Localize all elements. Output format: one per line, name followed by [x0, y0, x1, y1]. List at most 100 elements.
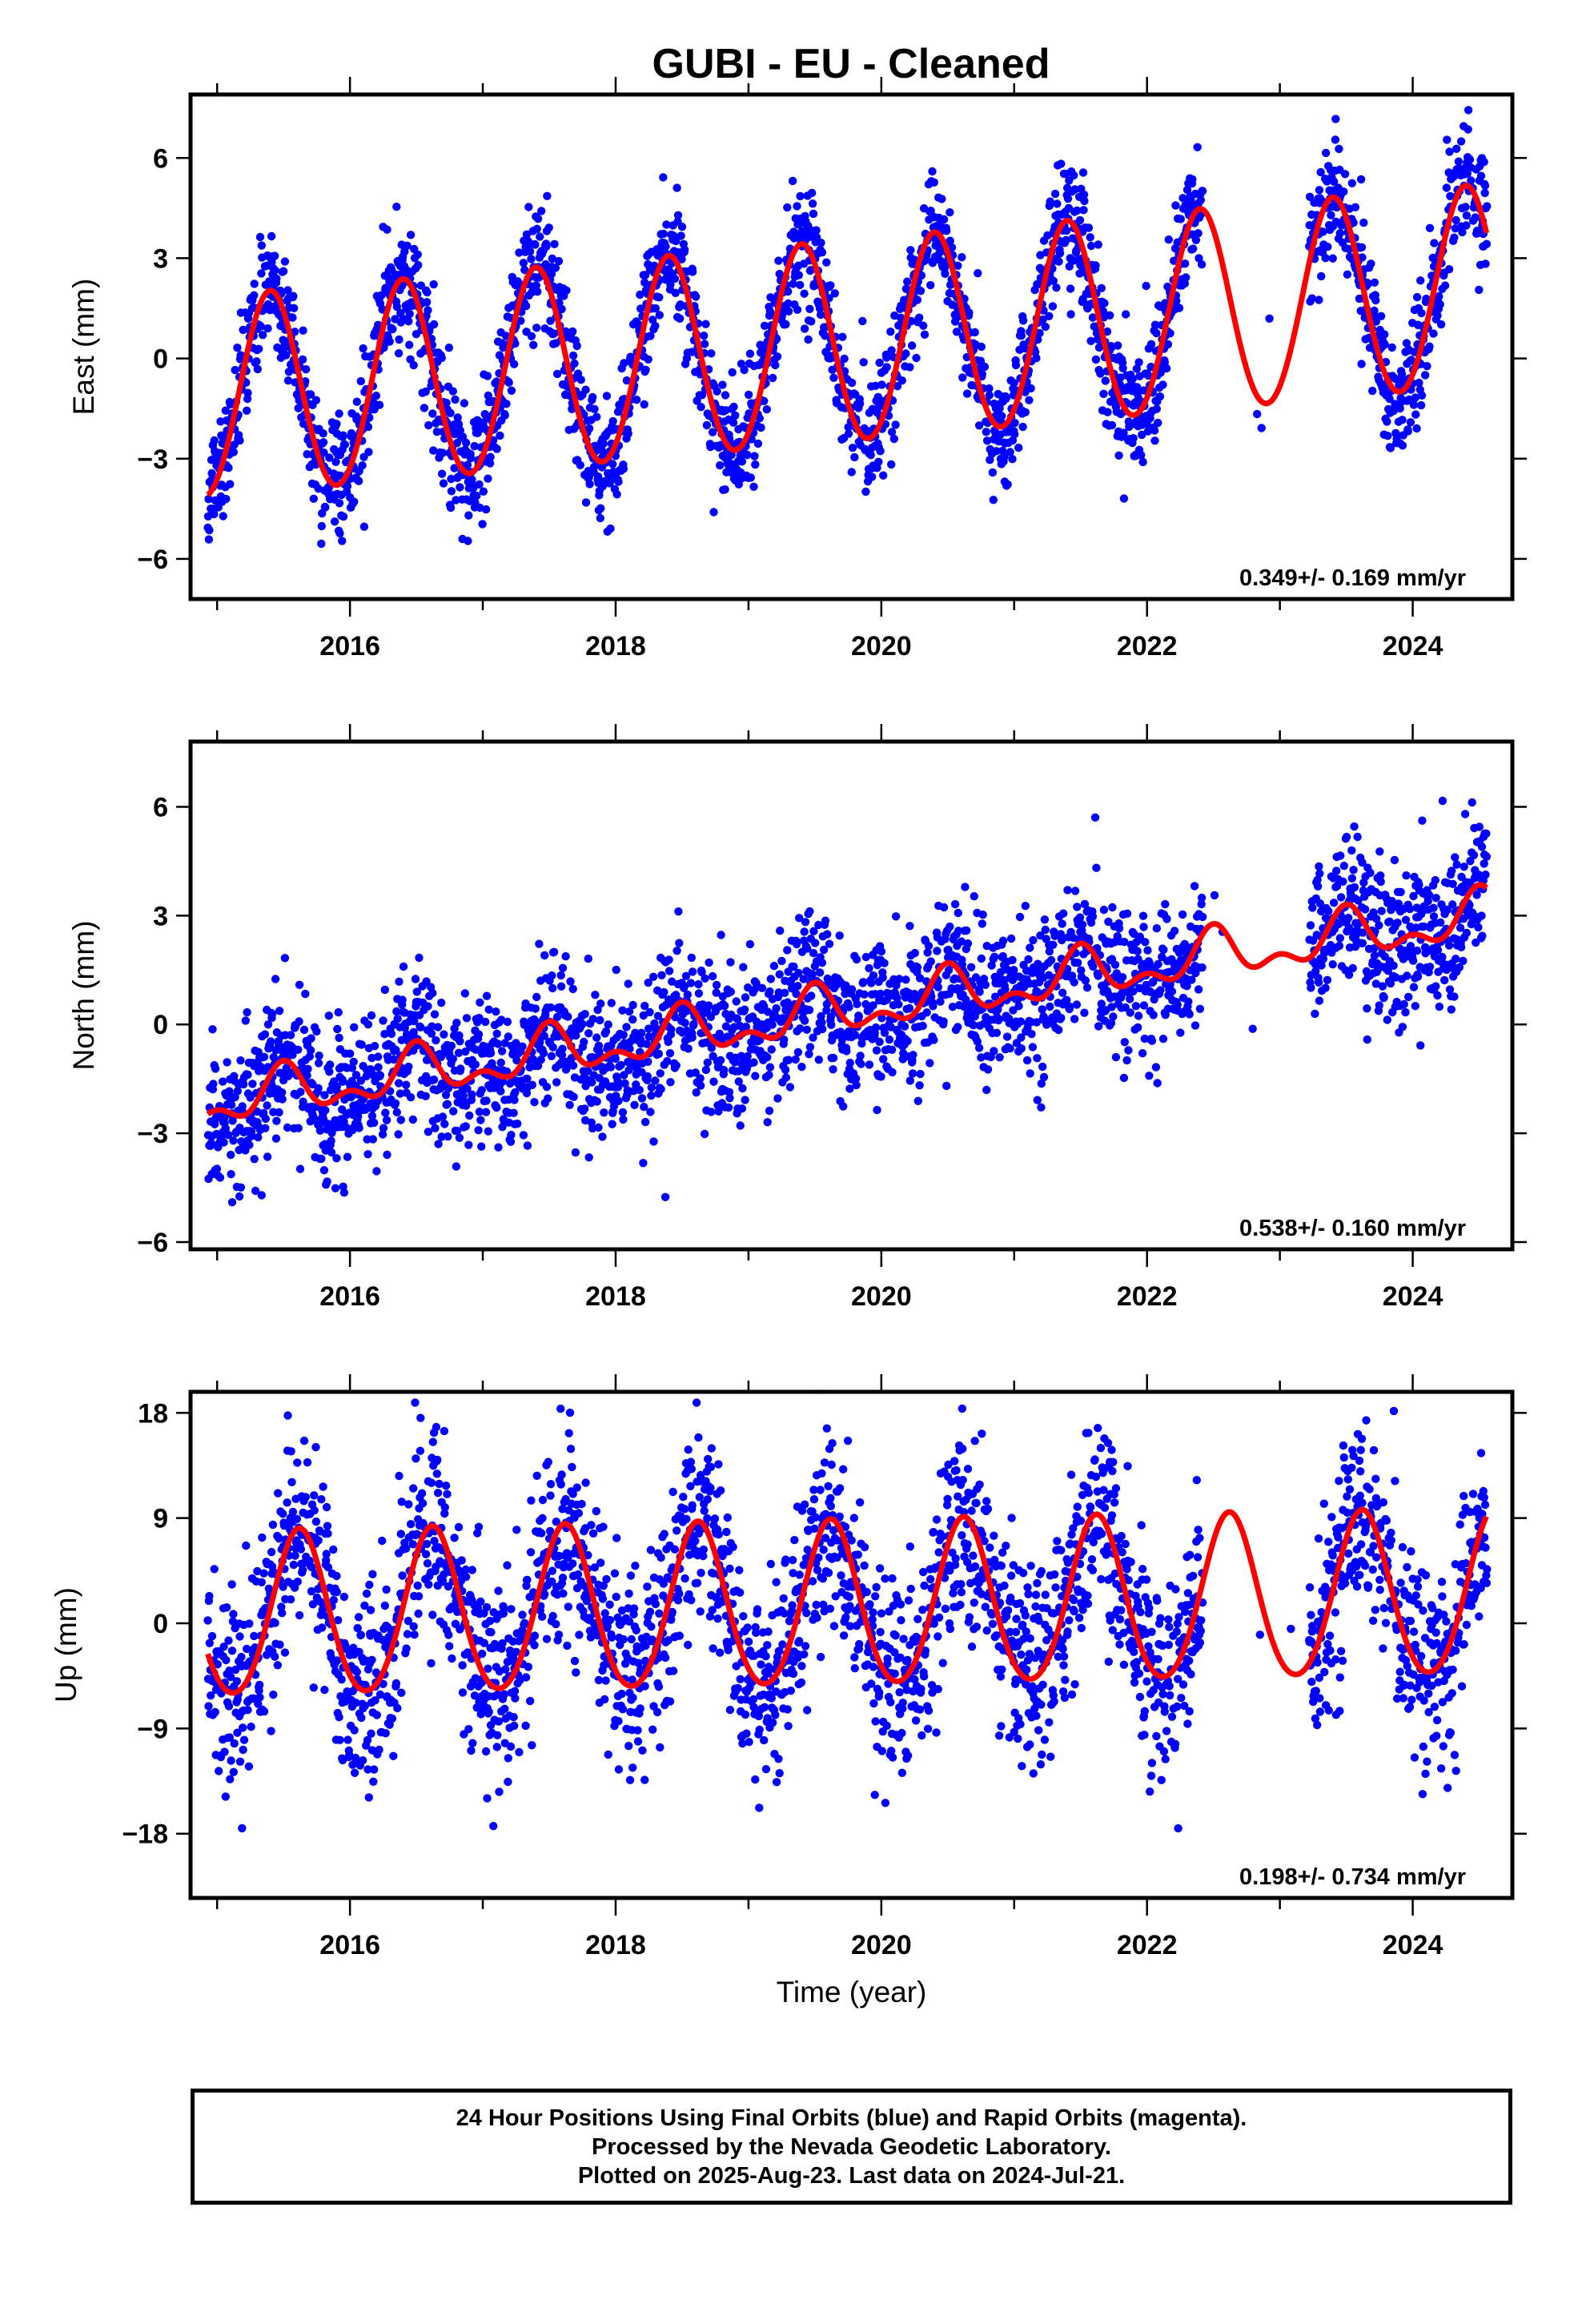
data-point — [212, 1164, 222, 1173]
data-point — [907, 341, 917, 350]
data-point — [475, 1108, 484, 1116]
data-point — [596, 504, 605, 513]
data-point — [1463, 169, 1472, 178]
data-point — [1358, 253, 1367, 262]
data-point — [918, 1021, 927, 1031]
data-point — [934, 983, 943, 991]
data-point — [765, 1071, 773, 1080]
data-point — [302, 365, 311, 374]
data-point — [661, 242, 670, 251]
data-point — [1003, 480, 1012, 489]
data-point — [275, 1108, 283, 1117]
data-point — [651, 1076, 660, 1085]
x-tick-label: 2024 — [1383, 631, 1443, 661]
data-point — [1014, 1002, 1023, 1011]
data-point — [666, 280, 675, 289]
data-point — [513, 1120, 522, 1128]
data-point — [930, 1035, 938, 1044]
data-point — [406, 231, 416, 239]
data-point — [1080, 196, 1089, 206]
data-point — [453, 1127, 462, 1136]
data-point — [317, 1154, 326, 1164]
data-point — [1025, 396, 1034, 404]
data-point — [636, 290, 644, 300]
data-point — [823, 930, 832, 939]
data-point — [980, 362, 990, 372]
data-point — [581, 498, 591, 507]
data-point — [332, 420, 341, 428]
data-point — [877, 380, 886, 389]
data-point — [1182, 185, 1192, 195]
data-point — [1100, 299, 1109, 308]
data-point — [319, 429, 327, 438]
data-point — [261, 1124, 270, 1133]
data-point — [470, 441, 479, 451]
data-point — [283, 376, 293, 385]
data-point — [443, 1100, 452, 1108]
data-point — [1006, 1044, 1014, 1053]
data-point — [622, 1023, 631, 1031]
data-point — [222, 494, 231, 504]
data-point — [645, 1007, 654, 1017]
data-point — [1403, 427, 1412, 436]
data-point — [271, 1134, 281, 1143]
data-point — [320, 1091, 329, 1100]
data-point — [676, 314, 685, 323]
data-point — [672, 236, 681, 246]
data-point — [394, 349, 404, 358]
data-point — [709, 508, 718, 517]
data-point — [897, 376, 907, 385]
data-point — [339, 431, 347, 440]
data-point — [771, 360, 780, 370]
data-point — [379, 1016, 387, 1025]
data-point — [687, 953, 696, 963]
data-point — [644, 355, 652, 364]
data-point — [272, 274, 281, 283]
data-point — [475, 1014, 484, 1023]
data-point — [280, 954, 290, 963]
data-point — [859, 358, 868, 367]
data-point — [671, 288, 680, 297]
data-point — [456, 426, 464, 435]
data-point — [283, 1123, 292, 1132]
data-point — [602, 392, 612, 400]
data-point — [768, 1020, 777, 1029]
data-point — [1339, 187, 1348, 196]
data-point — [392, 1007, 401, 1016]
data-point — [364, 448, 373, 456]
data-point — [279, 336, 287, 344]
data-point — [251, 1186, 260, 1196]
data-point — [847, 378, 857, 388]
data-point — [370, 1042, 379, 1051]
data-point — [800, 1016, 809, 1025]
data-point — [598, 1132, 607, 1141]
data-point — [1385, 394, 1394, 404]
data-point — [640, 1117, 650, 1127]
data-point — [727, 450, 736, 460]
data-point — [1166, 329, 1174, 338]
data-point — [805, 1006, 814, 1015]
data-point — [701, 1065, 711, 1075]
data-point — [1316, 167, 1325, 177]
data-point — [327, 1136, 335, 1145]
data-point — [1185, 1010, 1194, 1019]
data-point — [640, 278, 649, 287]
data-point — [640, 400, 648, 409]
data-point — [807, 991, 816, 1000]
data-point — [448, 387, 457, 396]
data-point — [1070, 185, 1079, 194]
data-point — [753, 439, 763, 448]
data-point — [1198, 912, 1207, 922]
data-point — [303, 1071, 311, 1080]
data-point — [327, 1148, 336, 1157]
data-point — [1096, 369, 1105, 378]
data-point — [215, 1173, 225, 1182]
data-point — [939, 903, 949, 912]
data-point — [689, 1019, 698, 1029]
data-point — [1184, 997, 1193, 1006]
data-point — [444, 344, 453, 352]
data-point — [1315, 296, 1323, 304]
data-point — [391, 1045, 400, 1055]
data-point — [367, 1011, 376, 1020]
data-point — [1028, 1043, 1038, 1051]
